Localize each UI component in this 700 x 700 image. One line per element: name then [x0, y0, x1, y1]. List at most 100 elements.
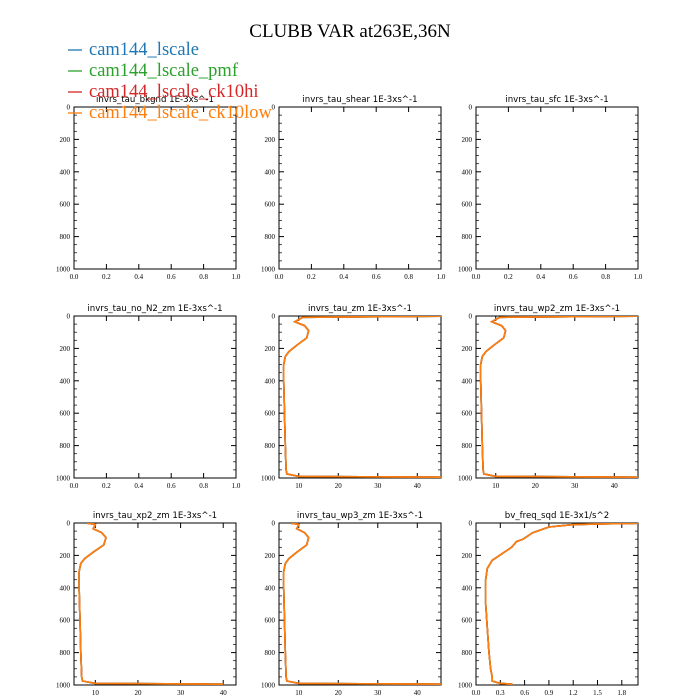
series-line-cam144_lscale_pmf — [479, 316, 638, 478]
y-tick-label: 800 — [462, 649, 473, 657]
x-tick-label: 0.0 — [70, 482, 79, 490]
x-tick-label: 40 — [611, 482, 619, 490]
y-tick-label: 1000 — [261, 266, 276, 274]
x-tick-label: 0.0 — [70, 273, 79, 281]
y-tick-label: 600 — [265, 410, 276, 418]
panel-9: bv_freq_sqd 1E-3x1/s^2020040060080010000… — [458, 511, 639, 697]
x-tick-label: 10 — [295, 482, 303, 490]
plot-frame — [73, 315, 237, 479]
plot-frame — [475, 522, 639, 686]
y-tick-label: 600 — [462, 617, 473, 625]
series-line-cam144_lscale_pmf — [484, 523, 638, 685]
x-tick-label: 0.0 — [472, 273, 481, 281]
x-tick-label: 0.2 — [102, 273, 111, 281]
x-tick-label: 0.6 — [167, 273, 176, 281]
x-tick-label: 0.4 — [339, 273, 348, 281]
y-tick-label: 600 — [462, 201, 473, 209]
legend-label: cam144_lscale — [89, 40, 199, 60]
y-tick-label: 1000 — [56, 682, 71, 690]
y-tick-label: 800 — [60, 649, 71, 657]
x-tick-label: 0.8 — [601, 273, 610, 281]
x-tick-label: 0.8 — [199, 482, 208, 490]
y-tick-label: 1000 — [261, 682, 276, 690]
y-tick-label: 400 — [265, 377, 276, 385]
x-tick-label: 1.0 — [634, 273, 643, 281]
y-tick-label: 400 — [462, 377, 473, 385]
y-tick-label: 0 — [272, 313, 276, 321]
y-tick-label: 0 — [67, 520, 71, 528]
x-tick-label: 0.4 — [134, 273, 143, 281]
series-line-cam144_lscale — [484, 523, 638, 685]
panel-title: invrs_tau_zm 1E-3xs^-1 — [308, 304, 412, 314]
y-tick-label: 0 — [272, 520, 276, 528]
y-tick-label: 0 — [469, 104, 473, 112]
x-tick-label: 30 — [374, 482, 382, 490]
series-line-cam144_lscale — [282, 316, 441, 478]
y-tick-label: 600 — [265, 201, 276, 209]
x-tick-label: 0.6 — [569, 273, 578, 281]
panel-4: invrs_tau_no_N2_zm 1E-3xs^-1 0 200 400 600 80… — [56, 304, 241, 490]
panel-3: invrs_tau_sfc 1E-3xs^-1 0 200 400 600 800 1000… — [458, 95, 643, 281]
x-tick-label: 0.6 — [372, 273, 381, 281]
y-tick-label: 400 — [60, 168, 71, 176]
y-tick-label: 0 — [469, 313, 473, 321]
plot-frame — [73, 522, 237, 686]
x-tick-label: 20 — [532, 482, 540, 490]
x-tick-label: 0.2 — [307, 273, 316, 281]
x-tick-label: 1.5 — [593, 689, 602, 697]
y-tick-label: 400 — [265, 168, 276, 176]
y-tick-label: 600 — [60, 410, 71, 418]
y-tick-label: 200 — [462, 552, 473, 560]
panel-6: invrs_tau_wp2_zm 1E-3xs^-1 0 200 400 600 800 1… — [458, 304, 639, 490]
y-tick-label: 200 — [60, 552, 71, 560]
y-tick-label: 1000 — [458, 266, 473, 274]
x-tick-label: 0.6 — [167, 482, 176, 490]
y-tick-label: 0 — [469, 520, 473, 528]
x-tick-label: 1.8 — [617, 689, 626, 697]
legend-label: cam144_lscale_ck10low — [89, 103, 273, 123]
plot-frame — [73, 106, 237, 270]
x-tick-label: 30 — [571, 482, 579, 490]
y-tick-label: 400 — [462, 584, 473, 592]
y-tick-label: 800 — [265, 649, 276, 657]
y-tick-label: 400 — [60, 584, 71, 592]
y-tick-label: 0 — [272, 104, 276, 112]
y-tick-label: 1000 — [56, 475, 71, 483]
x-tick-label: 40 — [414, 689, 422, 697]
y-tick-label: 800 — [60, 442, 71, 450]
y-tick-label: 1000 — [261, 475, 276, 483]
series-line-cam144_lscale_ck10low — [282, 316, 441, 478]
panel-title: bv_freq_sqd 1E-3x1/s^2 — [505, 511, 609, 521]
x-tick-label: 0.2 — [102, 482, 111, 490]
y-tick-label: 200 — [462, 345, 473, 353]
panel-5: invrs_tau_zm 1E-3xs^-1 0 200 400 600 800 1000 1… — [261, 304, 442, 490]
panel-title: invrs_tau_sfc 1E-3xs^-1 — [505, 95, 608, 105]
series-line-cam144_lscale_ck10hi — [282, 523, 441, 685]
legend-label: cam144_lscale_ck10hi — [89, 82, 259, 102]
y-tick-label: 1000 — [56, 266, 71, 274]
series-line-cam144_lscale_ck10hi — [282, 316, 441, 478]
y-tick-label: 600 — [462, 410, 473, 418]
y-tick-label: 0 — [67, 104, 71, 112]
panel-title: invrs_tau_no_N2_zm 1E-3xs^-1 — [87, 304, 222, 314]
x-tick-label: 20 — [134, 689, 142, 697]
figure-title: CLUBB VAR at263E,36N — [249, 21, 451, 42]
x-tick-label: 30 — [374, 689, 382, 697]
x-tick-label: 10 — [92, 689, 100, 697]
x-tick-label: 10 — [295, 689, 303, 697]
series-line-cam144_lscale_ck10hi — [479, 316, 638, 478]
x-tick-label: 0.4 — [134, 482, 143, 490]
series-line-cam144_lscale_pmf — [282, 523, 441, 685]
y-tick-label: 600 — [265, 617, 276, 625]
y-tick-label: 400 — [462, 168, 473, 176]
x-tick-label: 1.2 — [569, 689, 578, 697]
panel-1: invrs_tau_bkgnd 1E-3xs^-1 0 200 400 600 800 10… — [56, 95, 241, 281]
y-tick-label: 400 — [265, 584, 276, 592]
y-tick-label: 400 — [60, 377, 71, 385]
x-tick-label: 30 — [177, 689, 185, 697]
x-tick-label: 1.0 — [437, 273, 446, 281]
y-tick-label: 1000 — [458, 475, 473, 483]
y-tick-label: 200 — [265, 552, 276, 560]
legend: cam144_lscalecam144_lscale_pmfcam144_lsc… — [68, 40, 273, 123]
